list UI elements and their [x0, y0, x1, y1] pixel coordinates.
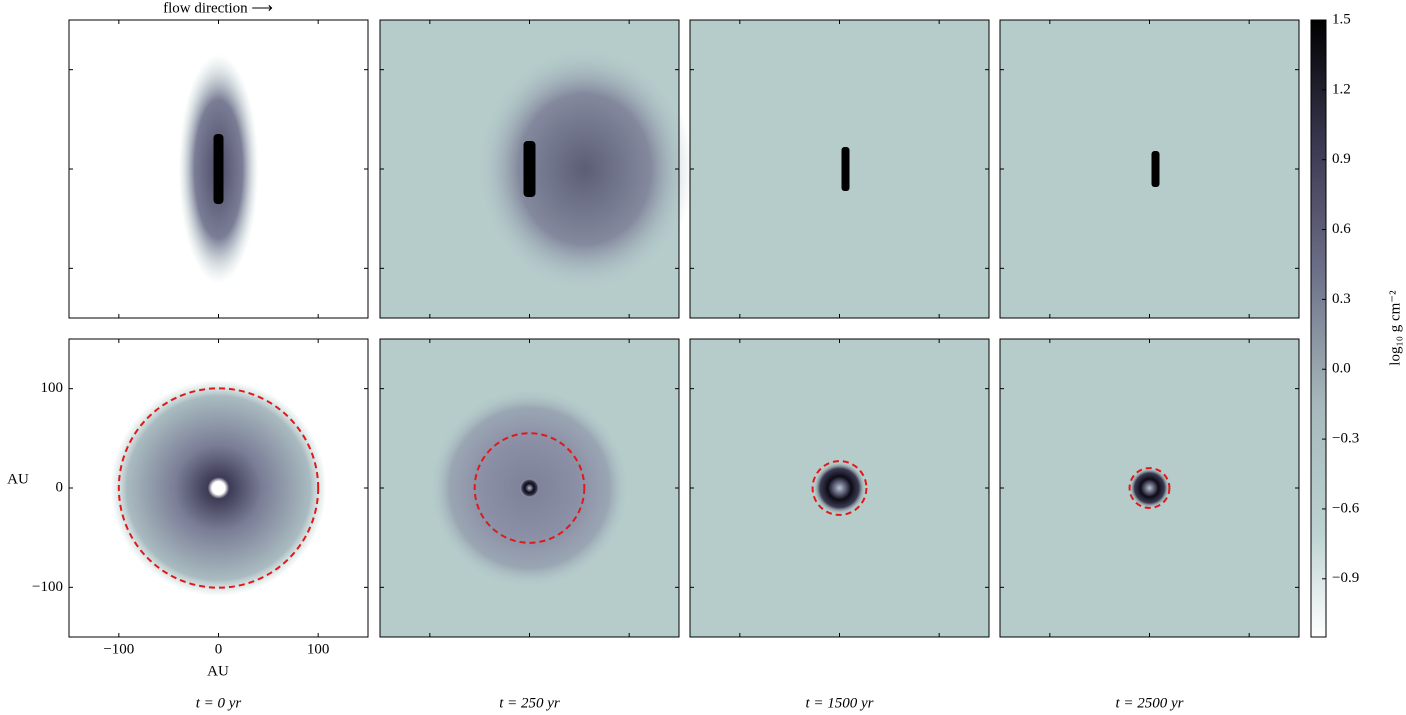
time-label: t = 1500 yr: [805, 695, 873, 711]
time-label: t = 2500 yr: [1115, 695, 1183, 711]
colorbar-tick-label: −0.6: [1332, 500, 1360, 516]
outflow: [474, 44, 695, 294]
y-tick-label: 100: [41, 380, 64, 396]
disk-core: [523, 141, 536, 197]
colorbar: [1310, 19, 1327, 638]
x-tick-label: 0: [215, 641, 223, 657]
flow-label: flow direction ⟶: [163, 0, 273, 16]
disk-core: [213, 134, 224, 204]
x-axis-label: AU: [207, 663, 229, 679]
disk-radius: [1128, 467, 1171, 509]
panel-background: [690, 20, 989, 318]
y-tick-label: 0: [56, 479, 64, 495]
colorbar-tick-label: 0.3: [1332, 291, 1351, 307]
y-tick-label: −100: [32, 579, 63, 595]
colorbar-tick-label: 1.5: [1332, 11, 1351, 27]
colorbar-tick-label: −0.9: [1332, 570, 1359, 586]
colorbar-tick-label: 1.2: [1332, 81, 1351, 97]
disk-radius: [117, 387, 320, 589]
colorbar-tick-label: 0.6: [1332, 221, 1351, 237]
colorbar-tick-label: 0.0: [1332, 361, 1351, 377]
time-label: t = 250 yr: [499, 695, 560, 711]
y-axis-label: AU: [7, 471, 29, 487]
disk-core: [841, 147, 850, 191]
panel-background: [1000, 20, 1299, 318]
x-tick-label: 100: [307, 641, 330, 657]
disk-center: [519, 478, 540, 498]
disk-face-on: [1129, 468, 1170, 508]
disk-radius: [811, 460, 868, 516]
disk-core: [1151, 151, 1160, 187]
colorbar-tick-label: 0.9: [1332, 151, 1351, 167]
time-label: t = 0 yr: [196, 695, 242, 711]
disk-face-on: [813, 462, 866, 514]
disk-face-on: [110, 380, 327, 596]
colorbar-tick-label: −0.3: [1332, 431, 1359, 447]
disk-radius: [473, 432, 586, 544]
x-tick-label: −100: [103, 641, 134, 657]
colorbar-label: log₁₀ g cm⁻²: [1387, 290, 1403, 366]
